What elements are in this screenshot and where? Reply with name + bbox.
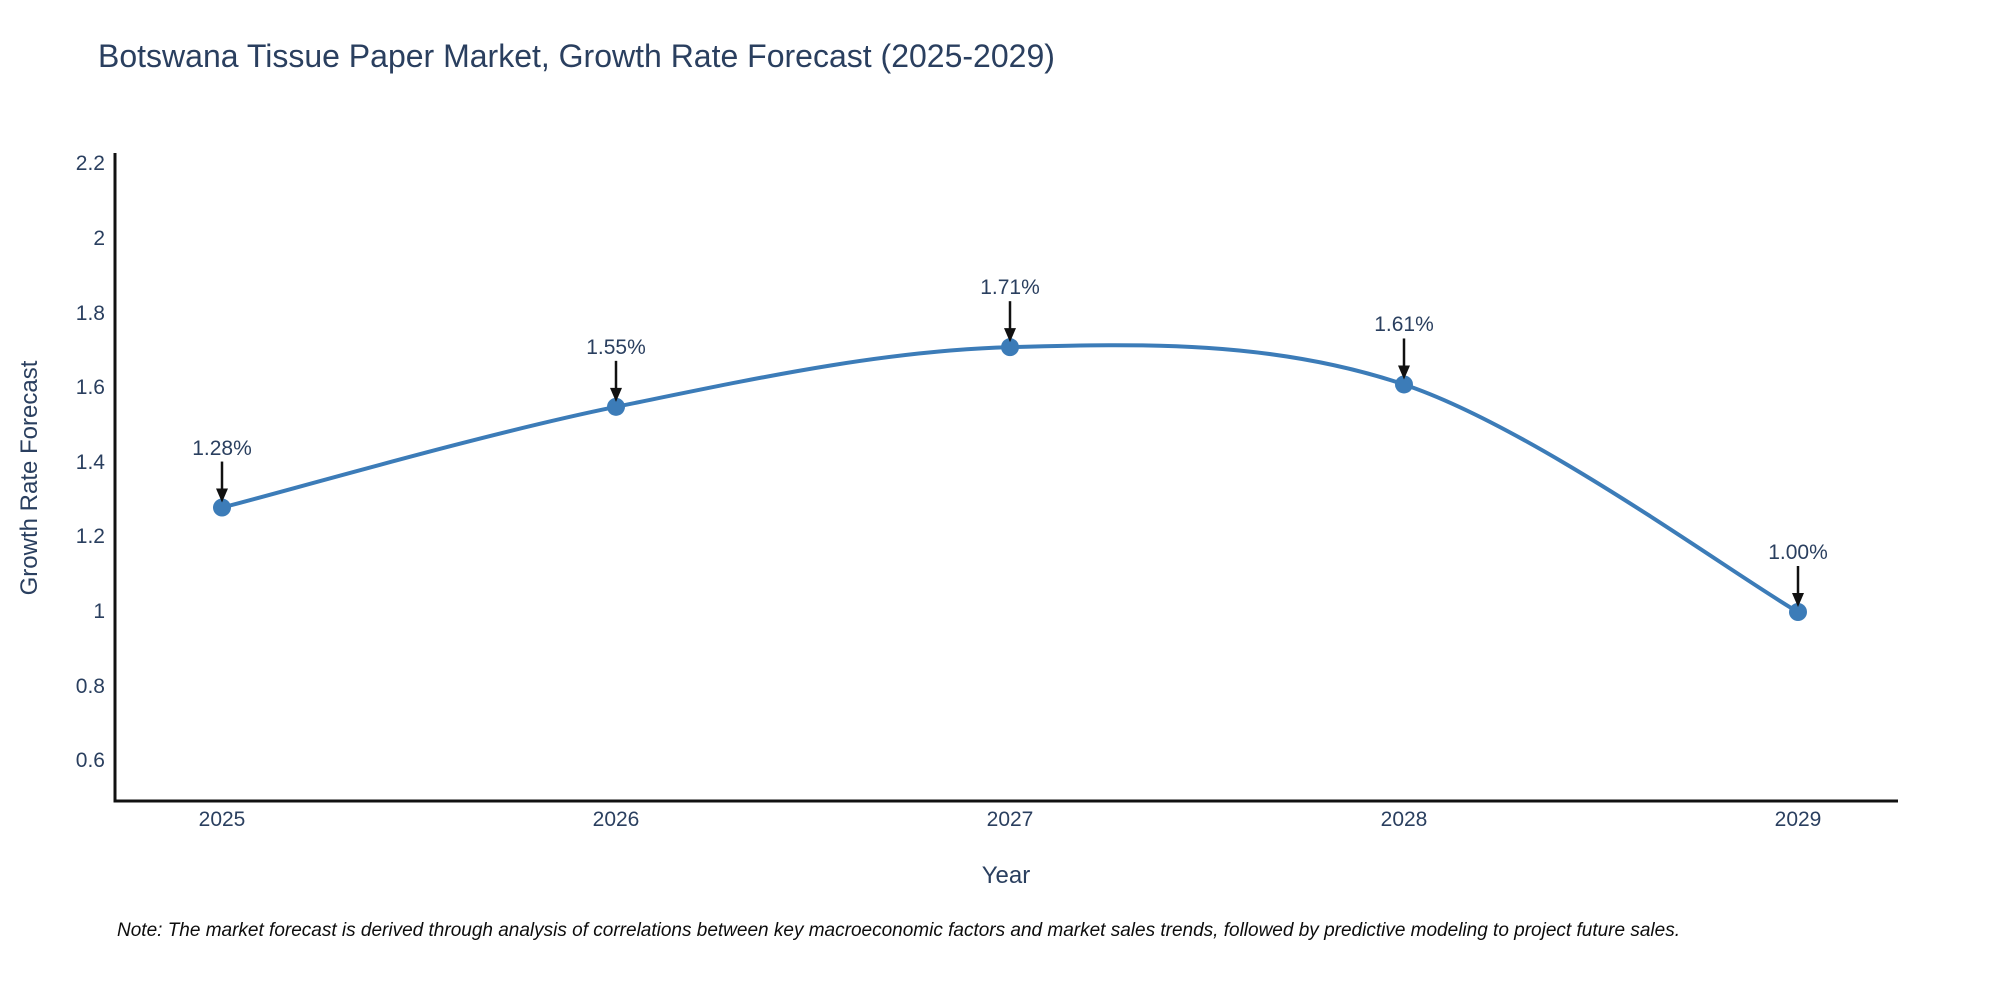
x-axis-title: Year — [981, 862, 1031, 889]
data-point-2025[interactable] — [213, 498, 231, 517]
data-point-2026[interactable] — [607, 397, 625, 416]
footnote: Note: The market forecast is derived thr… — [117, 920, 1680, 941]
data-point-2028[interactable] — [1395, 375, 1413, 394]
chart-title: Botswana Tissue Paper Market, Growth Rat… — [98, 38, 1055, 74]
annotation-arrowhead-2029 — [1792, 593, 1804, 607]
data-point-2027[interactable] — [1001, 338, 1019, 357]
data-point-2029[interactable] — [1789, 603, 1807, 621]
annotation-arrowhead-2025 — [216, 488, 228, 503]
forecast-line — [220, 343, 1800, 614]
annotation-arrowhead-2028 — [1398, 365, 1410, 380]
annotation-arrowhead-2027 — [1004, 328, 1016, 343]
annotation-arrowhead-2026 — [610, 387, 622, 402]
